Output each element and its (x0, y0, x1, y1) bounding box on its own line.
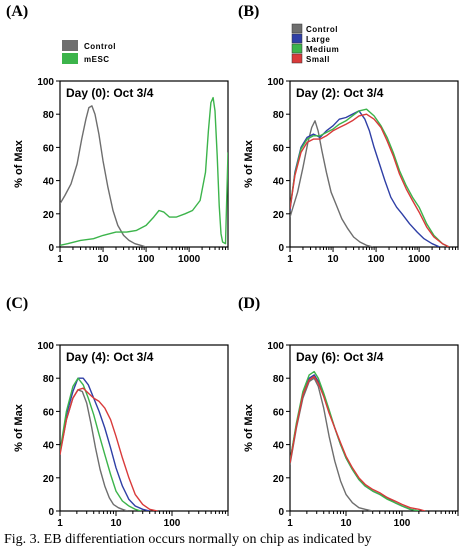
y-tick-label: 80 (43, 374, 55, 385)
legend-label: Control (306, 25, 338, 34)
plot-frame (59, 344, 229, 512)
y-tick-label: 80 (273, 110, 285, 121)
y-tick-label: 20 (273, 210, 285, 221)
y-tick-label: 0 (48, 507, 54, 518)
legend-label: Large (306, 35, 330, 44)
y-tick-label: 60 (273, 407, 285, 418)
plot-frame (289, 344, 459, 512)
legend-label: Control (84, 42, 116, 51)
x-tick-label: 1 (57, 518, 63, 529)
x-tick-label: 100 (138, 254, 155, 265)
chart-panel-a: (A) 0 20 40 60 80 100 1 10 100 1000 % of Max Day (0)… (6, 3, 229, 265)
x-tick-label: 100 (368, 254, 385, 265)
y-tick-label: 20 (273, 474, 285, 485)
y-axis-label: % of Max (243, 403, 255, 452)
day-annotation: Day (2): Oct 3/4 (296, 86, 384, 100)
series-line-large (290, 374, 420, 511)
x-tick-label: 10 (327, 254, 339, 265)
panel-label: (C) (6, 295, 28, 312)
y-tick-label: 100 (37, 77, 54, 88)
y-tick-label: 100 (267, 341, 284, 352)
x-tick-label: 1 (287, 254, 293, 265)
y-tick-label: 40 (273, 177, 285, 188)
panel-label: (D) (238, 295, 260, 312)
x-tick-label: 100 (394, 518, 411, 529)
chart-panel-b: (B) 0 20 40 60 80 100 1 10 100 1000 % of Max Day (2)… (238, 3, 459, 265)
series-line-control (290, 120, 374, 247)
x-tick-label: 10 (340, 518, 352, 529)
y-tick-label: 100 (267, 77, 284, 88)
series-line-mesc (60, 96, 228, 246)
x-tick-label: 100 (164, 518, 181, 529)
y-tick-label: 0 (48, 243, 54, 254)
legend-label: Small (306, 55, 330, 64)
legend-swatch (291, 43, 303, 54)
y-axis-label: % of Max (13, 139, 25, 188)
legend-swatch (291, 23, 303, 34)
chart-panel-d: (D) 0 20 40 60 80 100 1 10 100 % of Max Day (6): Oc… (238, 295, 459, 529)
x-tick-label: 1000 (178, 254, 201, 265)
series-line-control (290, 377, 373, 511)
legend-swatch (62, 40, 78, 51)
series-line-small (60, 387, 158, 511)
day-annotation: Day (0): Oct 3/4 (66, 86, 154, 100)
y-axis-label: % of Max (13, 403, 25, 452)
legend-label: Medium (306, 45, 339, 54)
series-line-small (290, 113, 450, 247)
series-line-medium (60, 377, 142, 511)
series-line-large (60, 377, 150, 511)
y-tick-label: 0 (278, 507, 284, 518)
y-axis-label: % of Max (243, 139, 255, 188)
y-tick-label: 60 (43, 143, 55, 154)
day-annotation: Day (4): Oct 3/4 (66, 350, 154, 364)
series-line-control (60, 105, 147, 247)
y-tick-label: 100 (37, 341, 54, 352)
y-tick-label: 80 (273, 374, 285, 385)
y-tick-label: 40 (273, 441, 285, 452)
panel-label: (B) (238, 3, 259, 20)
y-tick-label: 20 (43, 210, 55, 221)
plot-frame (59, 80, 229, 248)
y-tick-label: 40 (43, 177, 55, 188)
plot-frame (289, 80, 459, 248)
y-tick-label: 0 (278, 243, 284, 254)
series-line-small (290, 375, 426, 511)
x-tick-label: 10 (110, 518, 122, 529)
y-tick-label: 60 (273, 143, 285, 154)
panel-label: (A) (6, 3, 28, 20)
figure-caption: Fig. 3. EB differentiation occurs normal… (4, 532, 372, 547)
legend-label: mESC (84, 55, 110, 64)
legend-swatch (62, 53, 78, 64)
y-tick-label: 60 (43, 407, 55, 418)
series-line-medium (290, 108, 450, 247)
x-tick-label: 1 (287, 518, 293, 529)
y-tick-label: 80 (43, 110, 55, 121)
legend-swatch (291, 33, 303, 44)
x-tick-label: 10 (97, 254, 109, 265)
series-line-medium (290, 370, 420, 511)
x-tick-label: 1 (57, 254, 63, 265)
chart-panel-c: (C) 0 20 40 60 80 100 1 10 100 % of Max Day (4): Oc… (6, 295, 229, 529)
x-tick-label: 1000 (408, 254, 431, 265)
legend-swatch (291, 53, 303, 64)
series-line-large (290, 110, 440, 247)
day-annotation: Day (6): Oct 3/4 (296, 350, 384, 364)
y-tick-label: 40 (43, 441, 55, 452)
y-tick-label: 20 (43, 474, 55, 485)
